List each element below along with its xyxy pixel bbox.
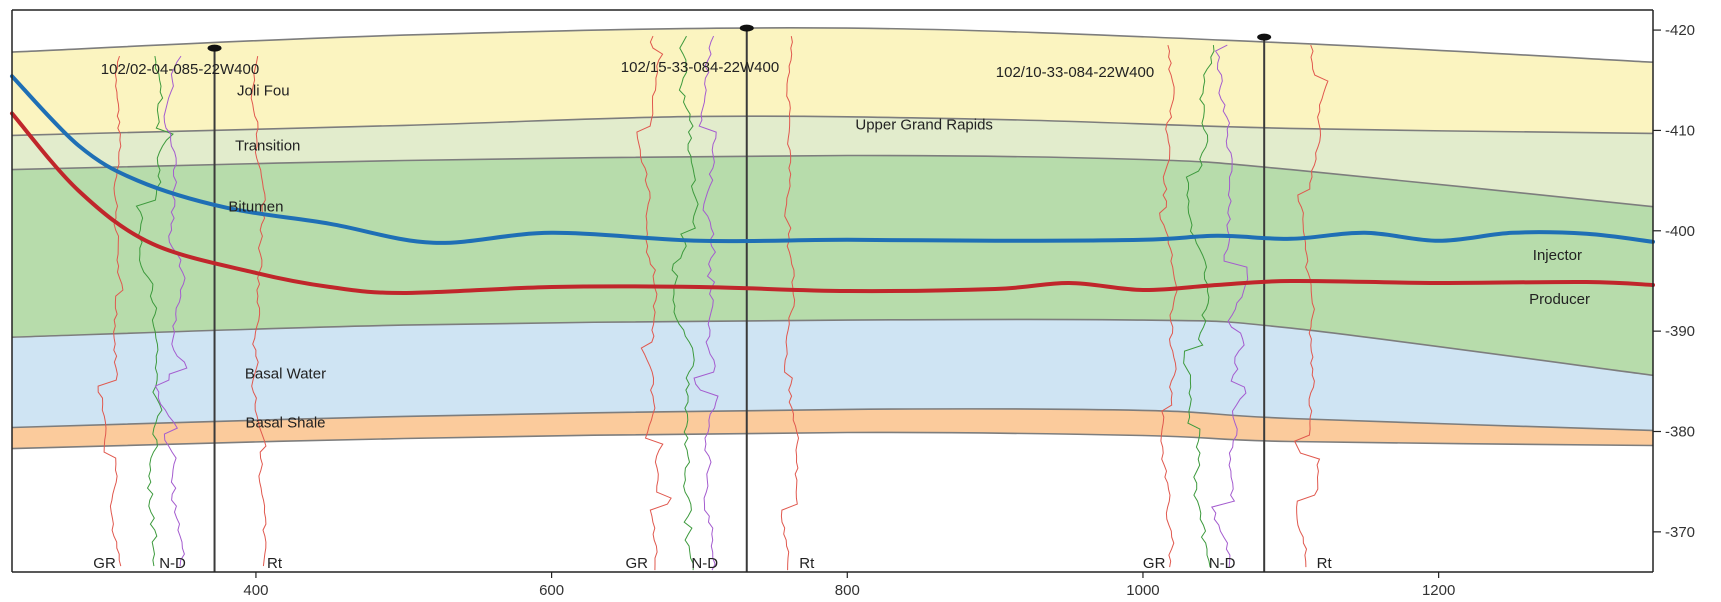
well-log-curve [1159, 44, 1178, 568]
well-log-curve [1183, 45, 1215, 568]
well-log-curve [671, 35, 699, 571]
well-log-curve [693, 35, 719, 571]
log-label-gr: GR [626, 555, 649, 572]
well-name-label: 102/02-04-085-22W400 [101, 61, 259, 78]
trajectory-producer [10, 111, 1655, 296]
well-log-curve [135, 56, 174, 567]
x-tick-label: 600 [539, 582, 564, 599]
layer-boundary-line [11, 318, 1654, 377]
well-name-label: 102/10-33-084-22W400 [996, 64, 1154, 81]
series-label-producer: Producer [1529, 291, 1590, 308]
y-tick-label: -380 [1665, 424, 1695, 441]
well-sticks [207, 24, 1272, 572]
y-tick-label: -420 [1665, 22, 1695, 39]
layer-boundary-line [11, 408, 1654, 432]
trajectory-injector [10, 74, 1655, 245]
y-tick-label: -410 [1665, 122, 1695, 139]
x-tick-label: 1000 [1126, 582, 1159, 599]
zone-label-basal-water: Basal Water [245, 365, 326, 382]
log-label-gr: GR [1143, 555, 1166, 572]
layer-boundary-line [11, 115, 1654, 137]
well-log-curve [97, 55, 124, 567]
x-tick-label: 400 [243, 582, 268, 599]
layer-boundary-line [11, 154, 1654, 208]
log-label-gr: GR [93, 555, 116, 572]
log-label-nd: N-D [1209, 555, 1236, 572]
well-log-curve [1293, 44, 1329, 568]
stratigraphic-layers [11, 27, 1654, 450]
well-name-label: 102/15-33-084-22W400 [621, 59, 779, 76]
layer-boundary-line [11, 431, 1654, 450]
well-log-curve [154, 55, 188, 567]
layer-bitumen [12, 155, 1653, 376]
well-log-curve [250, 56, 267, 567]
log-label-rt: Rt [267, 555, 283, 572]
zone-label-basal-shale: Basal Shale [245, 414, 325, 431]
layer-boundary-line [11, 27, 1654, 63]
layer-transition [12, 116, 1653, 207]
well-trajectories [10, 74, 1655, 296]
wellhead-marker [739, 24, 754, 32]
labels: 102/02-04-085-22W400 GR N-D Rt 102/15-33-084… [93, 22, 1695, 599]
wellhead-marker [207, 44, 222, 52]
wellhead-marker [1257, 33, 1272, 41]
zone-label-transition: Transition [235, 137, 300, 154]
series-label-injector: Injector [1533, 247, 1582, 264]
layer-joli-fou [12, 27, 1653, 136]
well-logs [97, 35, 1329, 571]
y-tick-label: -370 [1665, 524, 1695, 541]
y-tick-label: -390 [1665, 323, 1695, 340]
x-tick-label: 1200 [1422, 582, 1455, 599]
log-label-rt: Rt [1317, 555, 1333, 572]
well-log-curve [780, 36, 800, 571]
y-tick-label: -400 [1665, 223, 1695, 240]
well-log-curve [1210, 44, 1249, 568]
zone-label-bitumen: Bitumen [228, 199, 283, 216]
layer-basal-shale [12, 408, 1653, 449]
zone-label-joli-fou: Joli Fou [237, 82, 290, 99]
log-label-nd: N-D [691, 555, 718, 572]
plot-frame [11, 9, 1661, 578]
log-label-rt: Rt [799, 555, 815, 572]
log-label-nd: N-D [159, 555, 186, 572]
well-log-curve [636, 35, 672, 571]
x-tick-label: 800 [835, 582, 860, 599]
zone-label-upper-grand-rapids: Upper Grand Rapids [855, 116, 993, 133]
